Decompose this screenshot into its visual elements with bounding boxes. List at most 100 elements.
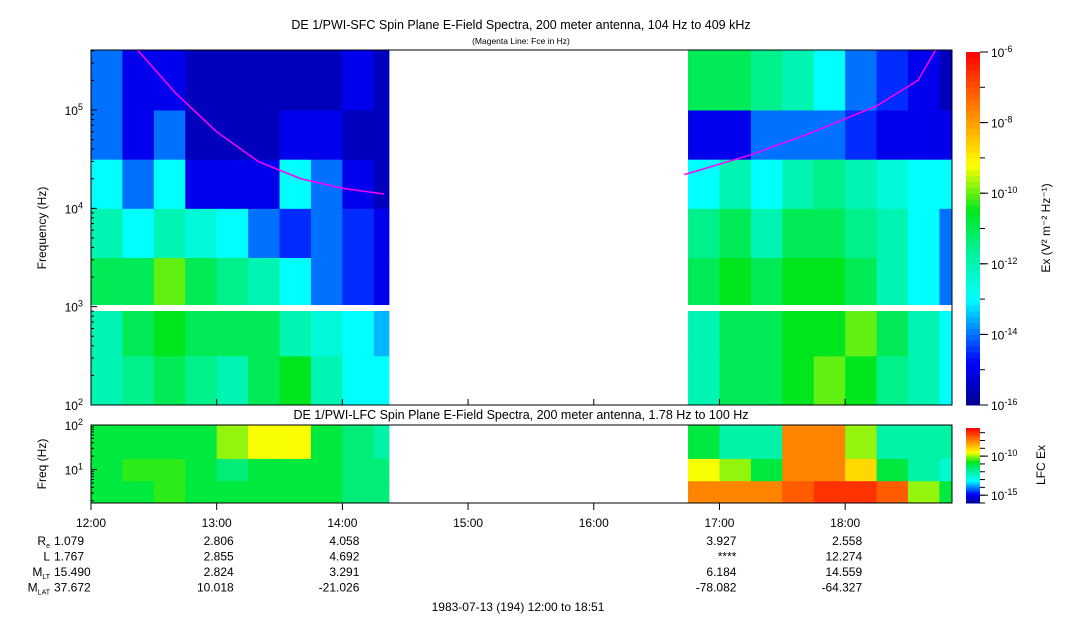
sfc-cell: [373, 159, 390, 209]
y-tick-label: 101: [65, 462, 83, 478]
lfc-cell: [876, 458, 909, 482]
sfc-cell: [782, 306, 815, 357]
colorbar-swatch: [966, 450, 980, 453]
sfc-cell: [908, 109, 940, 160]
sfc-cell: [216, 50, 249, 111]
sfc-cell: [688, 257, 720, 308]
sfc-cell: [122, 50, 155, 111]
colorbar-tick-label-exponent: -8: [1004, 115, 1012, 125]
lfc-cell: [279, 480, 312, 504]
colorbar-swatch: [966, 346, 980, 353]
colorbar-swatch: [966, 146, 980, 153]
x-tick-label: 15:00: [453, 516, 483, 530]
sfc-frame: [90, 49, 953, 406]
colorbar-swatch: [966, 199, 980, 206]
colorbar-swatch: [966, 436, 980, 439]
colorbar-swatch: [966, 310, 980, 318]
colorbar-swatch: [966, 99, 980, 106]
lfc-cell: [939, 480, 953, 504]
sfc-cell: [845, 109, 878, 160]
colorbar-swatch: [966, 464, 980, 466]
colorbar-swatch: [966, 435, 980, 438]
sfc-cell: [91, 257, 123, 308]
lfc-cell: [719, 425, 752, 459]
lfc-cell: [185, 480, 218, 504]
sfc-cell: [153, 306, 186, 357]
fce-line: [136, 49, 937, 195]
colorbar-swatch: [966, 496, 980, 499]
colorbar-swatch: [966, 228, 980, 235]
y-tick-label-base: 10: [65, 202, 79, 216]
colorbar-swatch: [966, 490, 980, 493]
y-tick-label: 103: [65, 299, 83, 315]
sfc-cell: [939, 306, 953, 357]
colorbar-swatch: [966, 478, 980, 480]
colorbar-swatch: [966, 316, 980, 324]
colorbar-swatch: [966, 152, 980, 159]
colorbar-swatch: [966, 63, 980, 71]
sfc-cell: [688, 159, 720, 209]
colorbar-tick-label-base: 10: [991, 450, 1005, 464]
sfc-cell: [185, 306, 218, 357]
colorbar-swatch: [966, 234, 980, 241]
colorbar-swatch: [966, 340, 980, 347]
colorbar-swatch: [966, 181, 980, 188]
colorbar-swatch: [966, 433, 980, 435]
lfc-cell: [122, 425, 155, 459]
colorbar-tick-label: 10-16: [991, 397, 1017, 413]
sfc-cell: [688, 109, 720, 160]
lfc-cell: [813, 425, 846, 459]
sfc-cell: [688, 208, 720, 258]
colorbar-tick-label-base: 10: [991, 399, 1005, 413]
sfc-cell: [908, 257, 940, 308]
label-main: M: [28, 581, 38, 595]
sfc-cell: [688, 355, 720, 406]
sfc-cell: [373, 109, 390, 160]
sfc-cell: [813, 159, 846, 209]
colorbar-swatch: [966, 322, 980, 330]
colorbar-swatch: [966, 57, 980, 65]
colorbar-tick-label-base: 10: [991, 258, 1005, 272]
lfc-cell: [782, 480, 815, 504]
sfc-cell: [719, 306, 752, 357]
sfc-cell: [342, 355, 375, 406]
x-tick-label: 16:00: [579, 516, 609, 530]
colorbar-swatch: [966, 352, 980, 359]
sfc-cell: [876, 109, 909, 160]
colorbar-swatch: [966, 440, 980, 443]
sfc-cell: [845, 355, 878, 406]
colorbar-swatch: [966, 357, 980, 365]
sfc-cell: [342, 257, 375, 308]
colorbar-swatch: [966, 479, 980, 481]
sfc-cell: [216, 257, 249, 308]
lfc-cell: [216, 458, 249, 482]
colorbar-swatch: [966, 499, 980, 501]
sfc-cell: [750, 306, 783, 357]
colorbar-swatch: [966, 493, 980, 495]
ephemeris-value: 6.184: [706, 565, 736, 579]
sfc-cell: [279, 355, 312, 406]
sfc-cell: [373, 355, 390, 406]
sfc-cell: [185, 257, 218, 308]
colorbar-swatch: [966, 458, 980, 460]
colorbar-swatch: [966, 444, 980, 446]
ephemeris-value: -64.327: [821, 581, 862, 595]
label-sub: LAT: [38, 590, 51, 597]
sfc-cell: [248, 257, 281, 308]
colorbar-swatch: [966, 210, 980, 218]
sfc-cell: [876, 257, 909, 308]
sfc-cell: [845, 306, 878, 357]
sfc-cell: [310, 306, 343, 357]
ephemeris-value: 3.927: [706, 534, 736, 548]
sfc-cell: [845, 208, 878, 258]
lfc-cell: [845, 425, 878, 459]
sfc-cell: [279, 109, 312, 160]
sfc-cell: [750, 50, 783, 111]
colorbar-swatch: [966, 456, 980, 459]
sfc-cell: [153, 257, 186, 308]
colorbar-swatch: [966, 163, 980, 171]
